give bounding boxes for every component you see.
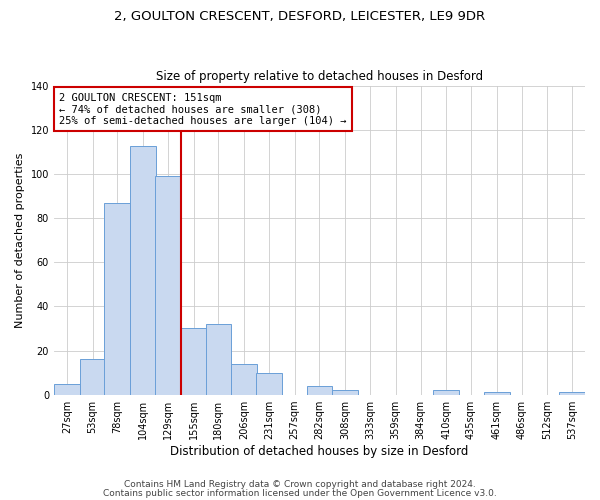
X-axis label: Distribution of detached houses by size in Desford: Distribution of detached houses by size … (170, 444, 469, 458)
Bar (155, 176, 181, 394)
Bar (54, 384, 80, 394)
Text: Contains public sector information licensed under the Open Government Licence v3: Contains public sector information licen… (103, 488, 497, 498)
Bar (130, 146, 156, 394)
Bar (433, 390, 459, 394)
Bar (80, 360, 106, 394)
Text: 2 GOULTON CRESCENT: 151sqm
← 74% of detached houses are smaller (308)
25% of sem: 2 GOULTON CRESCENT: 151sqm ← 74% of deta… (59, 92, 346, 126)
Bar (559, 392, 585, 394)
Y-axis label: Number of detached properties: Number of detached properties (15, 152, 25, 328)
Bar (484, 392, 509, 394)
Bar (256, 372, 282, 394)
Title: Size of property relative to detached houses in Desford: Size of property relative to detached ho… (156, 70, 483, 84)
Bar (104, 203, 130, 394)
Text: 2, GOULTON CRESCENT, DESFORD, LEICESTER, LE9 9DR: 2, GOULTON CRESCENT, DESFORD, LEICESTER,… (115, 10, 485, 23)
Bar (231, 364, 257, 394)
Bar (307, 386, 332, 394)
Bar (206, 324, 231, 394)
Bar (181, 328, 206, 394)
Text: Contains HM Land Registry data © Crown copyright and database right 2024.: Contains HM Land Registry data © Crown c… (124, 480, 476, 489)
Bar (332, 390, 358, 394)
